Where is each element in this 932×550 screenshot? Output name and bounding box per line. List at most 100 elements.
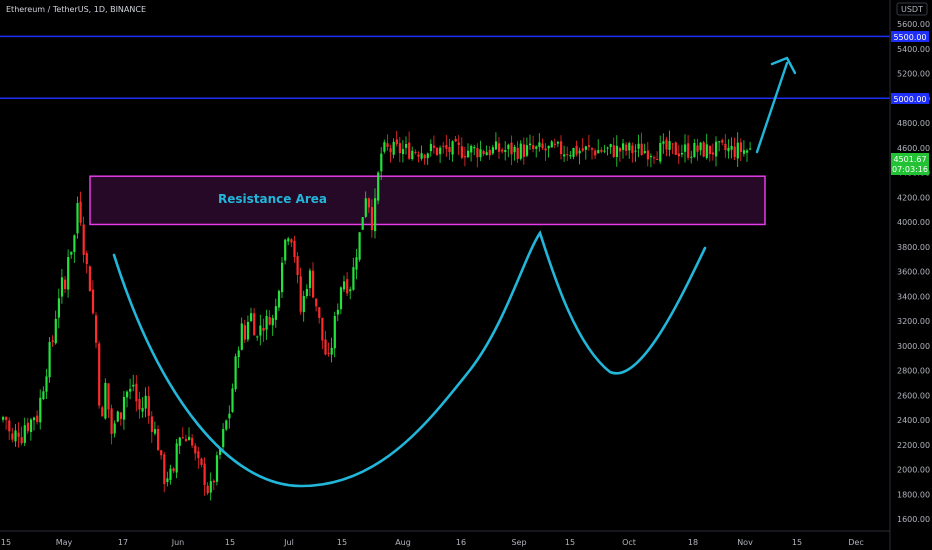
candle-body [26, 422, 29, 432]
candle-body [414, 152, 417, 154]
candle-body [380, 153, 383, 172]
candle-body [98, 343, 101, 406]
candle-body [138, 398, 141, 410]
candle-body [315, 298, 318, 307]
candle-body [17, 432, 20, 437]
candle-body [597, 149, 600, 154]
candle-body [736, 142, 739, 159]
symbol-header: Ethereum / TetherUS, 1D, BINANCE [6, 5, 147, 14]
candle-body [222, 428, 225, 448]
price-axis[interactable]: 5600.00 5400.00 5200.00 5000.00 4800.00 4600.… [889, 0, 930, 550]
candle-body [634, 150, 637, 152]
candle-body [494, 141, 498, 150]
candle-body [684, 144, 687, 152]
candle-body [321, 317, 324, 341]
currency-badge[interactable] [896, 2, 928, 16]
candle-body [383, 142, 386, 152]
price-badge [891, 153, 929, 175]
x-tick-label: Sep [511, 538, 526, 547]
candle-body [259, 325, 262, 336]
y-tick-label: 3200.00 [897, 317, 930, 326]
candle-body [463, 156, 467, 158]
candle-body [470, 145, 473, 153]
candle-body [42, 391, 45, 400]
candle-body [346, 279, 349, 294]
candle-body [687, 143, 690, 158]
candle-body [690, 156, 693, 158]
candle-body [442, 145, 445, 147]
candle-body [742, 150, 746, 154]
candle-body [250, 313, 253, 322]
candle-body [339, 287, 343, 310]
candle-body [584, 146, 587, 150]
resistance-zone[interactable] [89, 175, 766, 226]
candle-body [457, 142, 460, 145]
candle-body [411, 150, 414, 159]
candle-body [653, 157, 656, 159]
candle-body [476, 148, 479, 158]
y-tick-label: 4600.00 [897, 144, 930, 153]
candle-body [172, 468, 175, 472]
candle-body [417, 154, 420, 157]
candle-body [479, 149, 482, 158]
candle-body [705, 144, 708, 158]
candle-body [73, 235, 76, 252]
candle-body [101, 407, 104, 417]
candle-body [606, 147, 609, 149]
candle-body [231, 388, 234, 412]
y-tick-label: 3600.00 [897, 268, 930, 277]
candle-body [215, 455, 219, 482]
level-badge-5500 [891, 31, 929, 42]
candle-body [184, 439, 188, 442]
candle-body [116, 411, 119, 422]
candle-body [488, 149, 491, 156]
candle-body [175, 443, 178, 473]
candle-body [702, 142, 705, 157]
x-tick-label: 18 [688, 538, 698, 547]
candle-body [110, 408, 113, 435]
candle-body [389, 148, 392, 153]
candle-body [85, 253, 88, 265]
candle-body [290, 239, 293, 243]
candle-body [70, 251, 73, 255]
level-badge-5000-label: 5000.00 [893, 95, 926, 104]
candle-body [615, 145, 618, 157]
x-tick-label: Oct [622, 538, 636, 547]
candle-body [20, 437, 23, 444]
candle-body [612, 145, 615, 157]
candle-body [550, 141, 553, 148]
candle-body [122, 396, 126, 420]
time-axis[interactable]: 15 May 17 Jun 15 Jul 15 Aug 16 Sep 15 Oct 18 Nov 15 Dec [0, 530, 890, 547]
candle-body [287, 238, 290, 242]
candle-body [398, 143, 401, 154]
candle-body [640, 143, 643, 156]
candle-body [386, 143, 389, 147]
candle-body [510, 142, 513, 155]
candle-body [284, 239, 287, 261]
y-tick-label: 3000.00 [897, 342, 930, 351]
candle-body [426, 153, 429, 159]
candle-body [2, 417, 5, 420]
candle-body [429, 143, 432, 152]
y-tick-label: 3400.00 [897, 292, 930, 301]
y-tick-label: 2600.00 [897, 391, 930, 400]
candle-body [587, 145, 591, 147]
resistance-label: Resistance Area [218, 192, 327, 206]
candle-body [144, 395, 147, 409]
candle-body [507, 144, 510, 150]
candle-body [420, 153, 423, 159]
candle-body [467, 150, 470, 158]
candle-body [299, 276, 302, 312]
candle-body [225, 420, 228, 430]
candle-body [513, 146, 516, 153]
candle-body [448, 146, 451, 153]
candle-body [519, 143, 522, 159]
candle-body [578, 150, 581, 154]
y-tick-label: 4000.00 [897, 218, 930, 227]
candle-body [76, 203, 79, 234]
candle-body [79, 201, 82, 223]
candle-body [343, 281, 346, 290]
y-tick-label: 2400.00 [897, 416, 930, 425]
candle-body [631, 145, 634, 154]
